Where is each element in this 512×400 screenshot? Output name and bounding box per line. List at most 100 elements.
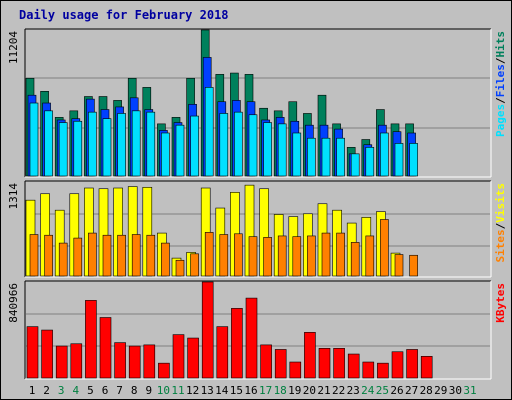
kbytes-bar-23: [347, 353, 360, 379]
x-label-day-30: 30: [449, 384, 462, 397]
pages-bar-22: [336, 137, 345, 177]
sites-bar-15: [234, 233, 243, 277]
sites-bar-23: [350, 242, 360, 277]
sites-bar-5: [88, 232, 97, 277]
kbytes-bar-21: [318, 348, 331, 379]
pages-bar-21: [321, 137, 331, 177]
pages-bar-1: [29, 102, 39, 177]
kbytes-bar-9: [143, 344, 156, 379]
x-label-day-8: 8: [131, 384, 138, 397]
sites-bar-20: [307, 235, 316, 277]
pages-bar-26: [394, 143, 404, 177]
bottom-series-label-part-0: KBytes: [494, 283, 507, 323]
x-label-day-27: 27: [405, 384, 418, 397]
y-max-label-2: 840966: [7, 283, 20, 323]
pages-bar-12: [190, 115, 199, 177]
sites-bar-24: [365, 235, 375, 277]
kbytes-bar-16: [245, 297, 258, 379]
kbytes-bar-20: [304, 332, 316, 379]
pages-bar-3: [58, 122, 68, 177]
top-series-label-part-3: /: [494, 57, 507, 64]
middle-series-label-part-1: /: [494, 222, 507, 229]
x-label-day-19: 19: [288, 384, 301, 397]
pages-bar-2: [44, 110, 53, 177]
kbytes-bar-10: [158, 362, 170, 379]
kbytes-bar-27: [406, 349, 418, 379]
pages-bar-14: [219, 113, 229, 177]
x-label-day-16: 16: [244, 384, 257, 397]
sites-bar-2: [44, 234, 53, 277]
kbytes-bar-25: [377, 362, 389, 379]
x-label-day-28: 28: [420, 384, 433, 397]
pages-bar-20: [307, 137, 316, 177]
kbytes-bar-24: [362, 361, 375, 379]
pages-bar-8: [131, 110, 141, 177]
bottom-series-label: KBytes: [494, 283, 507, 323]
sites-bar-19: [292, 236, 302, 277]
sites-bar-11: [175, 259, 185, 277]
kbytes-bar-7: [114, 342, 126, 379]
pages-bar-16: [248, 114, 258, 177]
x-label-day-21: 21: [317, 384, 330, 397]
sites-bar-25: [380, 219, 389, 277]
pages-bar-27: [409, 143, 418, 177]
sites-bar-14: [219, 234, 229, 277]
sites-bar-22: [336, 232, 345, 277]
x-label-day-11: 11: [171, 384, 184, 397]
x-label-day-20: 20: [303, 384, 316, 397]
top-series-label-part-4: Hits: [494, 31, 507, 58]
y-max-label-1: 1314: [7, 183, 20, 210]
pages-bar-17: [263, 122, 272, 177]
x-label-day-9: 9: [145, 384, 152, 397]
x-label-day-24: 24: [361, 384, 375, 397]
x-label-day-15: 15: [230, 384, 243, 397]
kbytes-bar-15: [231, 308, 243, 379]
top-series-label-part-2: Files: [494, 64, 507, 97]
kbytes-bar-8: [128, 345, 141, 379]
top-series-label-part-1: /: [494, 97, 507, 104]
x-label-day-29: 29: [434, 384, 447, 397]
pages-bar-6: [102, 118, 112, 177]
x-label-day-5: 5: [87, 384, 94, 397]
sites-bar-8: [131, 234, 141, 277]
x-label-day-23: 23: [347, 384, 360, 397]
kbytes-bar-5: [85, 300, 97, 379]
sites-bar-26: [394, 254, 404, 277]
x-label-day-12: 12: [186, 384, 199, 397]
pages-bar-11: [175, 124, 185, 177]
chart-title: Daily usage for February 2018: [19, 8, 229, 22]
kbytes-bar-22: [333, 348, 345, 379]
sites-bar-21: [321, 232, 331, 277]
middle-series-label: Sites/Visits: [494, 183, 507, 263]
sites-bar-9: [146, 234, 156, 277]
pages-bar-7: [117, 113, 126, 177]
sites-bar-27: [409, 254, 418, 277]
x-label-day-14: 14: [215, 384, 229, 397]
x-label-day-22: 22: [332, 384, 345, 397]
kbytes-bar-1: [26, 326, 39, 379]
sites-bar-16: [248, 236, 258, 277]
sites-bar-6: [102, 234, 112, 277]
top-series-label-part-0: Pages: [494, 104, 507, 137]
pages-bar-23: [350, 153, 360, 177]
kbytes-bar-2: [41, 329, 53, 379]
x-label-day-25: 25: [376, 384, 389, 397]
x-label-day-3: 3: [58, 384, 65, 397]
kbytes-bar-14: [216, 326, 229, 379]
kbytes-bar-6: [99, 317, 112, 379]
pages-bar-5: [88, 111, 97, 177]
kbytes-bar-3: [55, 345, 68, 379]
x-label-day-10: 10: [157, 384, 170, 397]
kbytes-bar-13: [201, 281, 214, 379]
pages-bar-15: [234, 111, 243, 177]
pages-bar-24: [365, 147, 375, 177]
x-label-day-4: 4: [72, 384, 79, 397]
pages-bar-19: [292, 132, 302, 177]
x-label-day-18: 18: [274, 384, 287, 397]
pages-bar-9: [146, 111, 156, 177]
pages-bar-4: [73, 120, 83, 177]
kbytes-bar-17: [260, 344, 272, 379]
kbytes-bar-28: [420, 356, 433, 379]
middle-series-label-part-2: Visits: [494, 183, 507, 223]
